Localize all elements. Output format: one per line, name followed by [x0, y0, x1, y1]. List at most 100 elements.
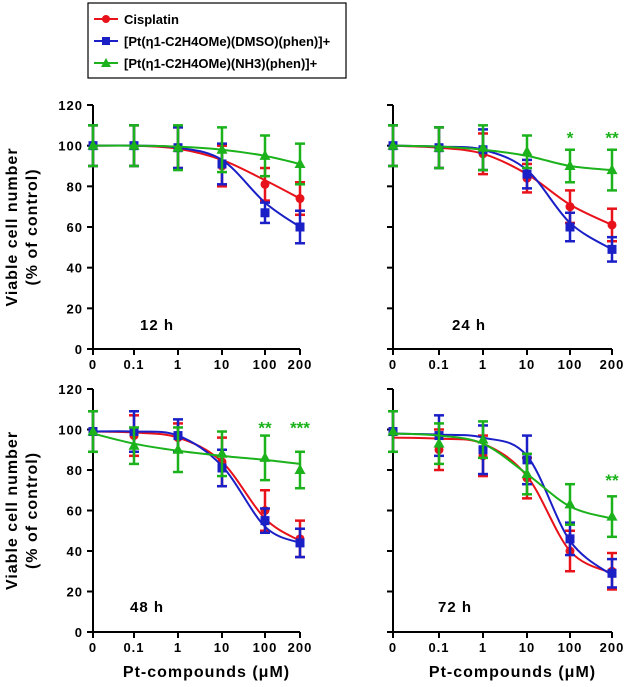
panel-time-label: 12 h: [140, 317, 174, 334]
data-point-nh3: [259, 451, 271, 462]
series-nh3: [387, 124, 618, 192]
legend-entry-nh3: [Pt(η1-C2H4OMe)(NH3)(phen)]+: [94, 56, 318, 71]
fit-curve-nh3: [392, 144, 613, 172]
data-point-nh3: [387, 139, 399, 150]
y-axis-label: Viable cell number: [4, 147, 21, 306]
y-tick-label: 40: [67, 261, 83, 276]
x-axis-label: Pt-compounds (μM): [429, 664, 596, 681]
y-tick-label: 120: [58, 98, 83, 113]
legend-marker-nh3: [101, 58, 111, 67]
data-point-nh3: [477, 141, 489, 152]
series-nh3: [87, 124, 306, 186]
data-point-nh3: [172, 141, 184, 152]
panel-time-label: 24 h: [452, 317, 486, 334]
significance-marker: **: [258, 419, 272, 438]
data-point-nh3: [128, 139, 140, 150]
data-point-dmso: [260, 516, 270, 526]
x-tick-label: 200: [288, 640, 313, 655]
data-point-nh3: [564, 160, 576, 170]
y-axis-label: (% of control): [24, 168, 41, 285]
data-point-nh3: [128, 439, 140, 450]
data-point-nh3: [387, 425, 399, 436]
data-point-cisplatin: [565, 202, 575, 212]
legend: Cisplatin [Pt(η1-C2H4OMe)(DMSO)(phen)]+ …: [87, 2, 347, 79]
legend-marker-cisplatin: [102, 15, 110, 23]
x-tick-label: 100: [558, 357, 583, 372]
y-tick-label: 20: [67, 585, 83, 600]
data-point-dmso: [607, 244, 617, 254]
x-tick-label: 200: [600, 357, 625, 372]
data-point-nh3: [294, 464, 306, 474]
x-tick-label: 100: [253, 357, 278, 372]
y-tick-label: 80: [67, 179, 83, 194]
series-cisplatin: [388, 124, 617, 243]
data-point-dmso: [565, 222, 575, 232]
data-point-nh3: [172, 443, 184, 454]
data-point-nh3: [216, 447, 228, 458]
y-tick-label: 80: [67, 463, 83, 478]
chart-panel-3: 0 20 40 60 80 100 120 0 0.1 1 10 100 200 Viable cell …: [4, 382, 313, 681]
panel-time-label: 48 h: [130, 599, 164, 616]
x-tick-label: 0.1: [428, 357, 449, 372]
data-point-nh3: [606, 164, 618, 175]
y-tick-label: 0: [75, 625, 83, 640]
data-point-nh3: [521, 145, 533, 156]
x-tick-label: 100: [558, 640, 583, 655]
series-cisplatin: [88, 410, 305, 559]
x-tick-label: 10: [214, 357, 230, 372]
legend-box: [87, 2, 347, 79]
x-tick-label: 0: [89, 357, 97, 372]
data-point-cisplatin: [295, 194, 305, 204]
x-tick-label: 200: [288, 357, 313, 372]
x-tick-label: 0: [389, 640, 397, 655]
y-tick-label: 100: [58, 139, 83, 154]
fit-curve-cisplatin: [392, 144, 613, 226]
fit-curve-nh3: [92, 144, 301, 165]
data-point-dmso: [295, 538, 305, 548]
data-point-nh3: [521, 468, 533, 479]
significance-marker: **: [605, 129, 619, 148]
data-point-dmso: [522, 169, 532, 179]
y-tick-label: 20: [67, 301, 83, 316]
chart-panel-4: 0 0.1 1 10 100 200 Pt-compounds (μM) 72 h **: [387, 388, 623, 681]
data-point-cisplatin: [260, 179, 270, 189]
fit-curve-cisplatin: [92, 144, 301, 200]
series-nh3: [387, 410, 618, 539]
chart-panel-1: 0 20 40 60 80 100 120 0 0.1 1 10 100 200 Viable cell …: [4, 98, 313, 372]
x-tick-label: 0.1: [123, 640, 144, 655]
data-point-nh3: [433, 437, 445, 448]
y-axis-label: (% of control): [24, 452, 41, 569]
significance-marker: *: [567, 129, 574, 148]
x-tick-label: 1: [479, 640, 487, 655]
data-point-nh3: [606, 510, 618, 521]
x-tick-label: 1: [174, 357, 182, 372]
y-tick-label: 120: [58, 382, 83, 397]
data-point-nh3: [477, 433, 489, 444]
y-tick-label: 40: [67, 544, 83, 559]
y-tick-label: 100: [58, 423, 83, 438]
legend-entry-cisplatin: Cisplatin: [94, 12, 179, 27]
data-point-cisplatin: [607, 220, 617, 230]
data-point-nh3: [87, 425, 99, 436]
significance-marker: ***: [290, 419, 310, 438]
x-tick-label: 0.1: [428, 640, 449, 655]
series-nh3: [87, 410, 306, 490]
data-point-dmso: [295, 222, 305, 232]
fit-curve-nh3: [392, 432, 613, 520]
legend-marker-dmso: [102, 37, 110, 45]
data-point-dmso: [260, 208, 270, 218]
y-tick-label: 60: [67, 504, 83, 519]
fit-curve-dmso: [92, 430, 301, 544]
x-tick-label: 1: [174, 640, 182, 655]
series-dmso: [88, 410, 305, 559]
legend-entry-dmso: [Pt(η1-C2H4OMe)(DMSO)(phen)]+: [94, 34, 331, 49]
x-tick-label: 10: [214, 640, 230, 655]
y-axis-label: Viable cell number: [4, 431, 21, 590]
data-point-nh3: [259, 149, 271, 160]
x-tick-label: 100: [253, 640, 278, 655]
x-tick-label: 10: [519, 640, 535, 655]
data-point-nh3: [294, 157, 306, 168]
series-cisplatin: [388, 410, 617, 591]
